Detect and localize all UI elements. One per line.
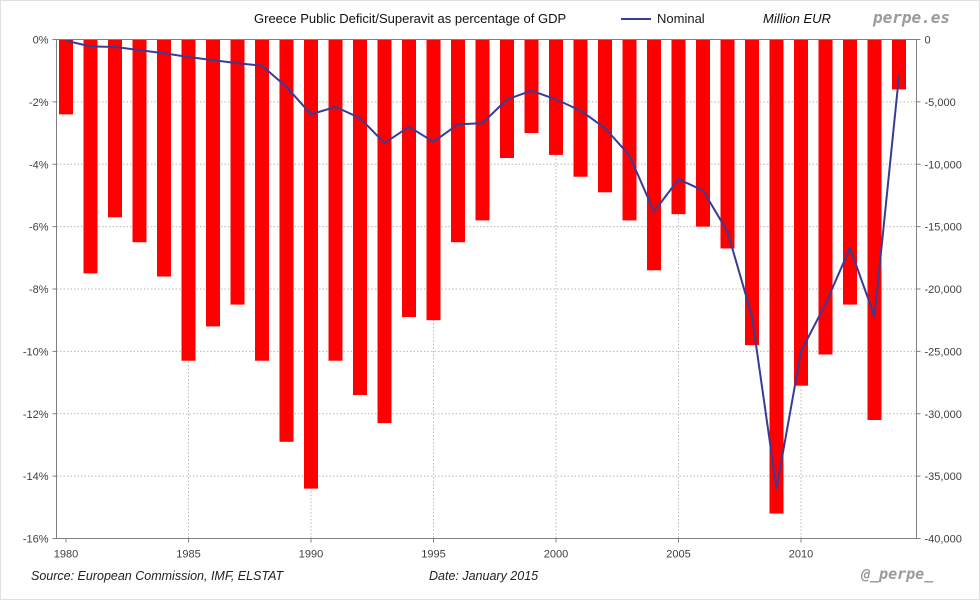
bar-2009 xyxy=(769,39,784,514)
bar-1993 xyxy=(377,39,392,424)
left-axis-label: -8% xyxy=(29,284,49,296)
right-axis-label: -5,000 xyxy=(925,97,956,109)
legend: Nominal xyxy=(621,11,705,26)
x-axis-label: 2010 xyxy=(789,549,813,561)
bar-1994 xyxy=(402,39,416,318)
bar-1992 xyxy=(353,39,367,396)
bar-2006 xyxy=(696,39,710,227)
left-axis-label: -6% xyxy=(29,222,49,234)
bar-1987 xyxy=(230,39,245,305)
right-axis-label: -10,000 xyxy=(925,159,962,171)
right-axis-label: -20,000 xyxy=(925,284,962,296)
right-axis-label: -35,000 xyxy=(925,471,962,483)
bar-1982 xyxy=(108,39,122,218)
bar-2004 xyxy=(647,39,661,271)
bar-2007 xyxy=(720,39,735,249)
left-axis-label: -12% xyxy=(23,409,49,421)
bar-1983 xyxy=(132,39,147,243)
bar-2008 xyxy=(745,39,759,346)
nominal-line xyxy=(65,39,900,490)
bar-1981 xyxy=(83,39,98,274)
bar-1985 xyxy=(181,39,196,361)
bar-1989 xyxy=(279,39,294,442)
right-axis-label: 0 xyxy=(925,35,931,47)
left-axis-label: 0% xyxy=(33,35,49,47)
legend-label-nominal: Nominal xyxy=(657,11,705,26)
right-axis-label: -15,000 xyxy=(925,222,962,234)
left-axis-label: -16% xyxy=(23,534,49,546)
x-axis-label: 1995 xyxy=(421,549,445,561)
nominal-line-swatch-icon xyxy=(621,17,651,20)
x-axis-label: 1985 xyxy=(176,549,200,561)
bar-1991 xyxy=(328,39,343,361)
x-axis-label: 2000 xyxy=(544,549,568,561)
bar-2005 xyxy=(671,39,686,215)
bar-2013 xyxy=(867,39,882,420)
x-axis-label: 2005 xyxy=(666,549,690,561)
source-note: Source: European Commission, IMF, ELSTAT xyxy=(31,569,284,583)
bar-1999 xyxy=(524,39,539,134)
bar-1996 xyxy=(451,39,465,243)
bar-2001 xyxy=(573,39,588,177)
left-axis-label: -2% xyxy=(29,97,49,109)
bar-2010 xyxy=(794,39,808,386)
bar-1986 xyxy=(206,39,220,327)
x-axis-label: 1980 xyxy=(54,549,78,561)
left-axis-label: -14% xyxy=(23,471,49,483)
bar-2002 xyxy=(598,39,612,193)
bar-2014 xyxy=(892,39,906,90)
bar-1984 xyxy=(157,39,171,277)
bar-1988 xyxy=(255,39,269,361)
left-axis-label: -10% xyxy=(23,346,49,358)
right-axis-label: -30,000 xyxy=(925,409,962,421)
right-axis-title: Million EUR xyxy=(763,11,831,26)
bar-1980 xyxy=(59,39,73,115)
bar-2003 xyxy=(622,39,637,221)
chart-title: Greece Public Deficit/Superavit as perce… xyxy=(254,11,567,26)
right-axis-label: -40,000 xyxy=(925,534,962,546)
bar-1995 xyxy=(426,39,441,321)
bar-2012 xyxy=(843,39,857,305)
right-axis-label: -25,000 xyxy=(925,346,962,358)
bar-2000 xyxy=(549,39,563,155)
bar-2011 xyxy=(818,39,833,355)
brand-link[interactable]: perpe.es xyxy=(873,8,951,27)
x-axis-label: 1990 xyxy=(299,549,323,561)
bar-1997 xyxy=(475,39,490,221)
left-axis-label: -4% xyxy=(29,159,49,171)
bar-1990 xyxy=(304,39,318,489)
twitter-handle-link[interactable]: @_perpe_ xyxy=(861,565,934,583)
date-note: Date: January 2015 xyxy=(429,569,539,583)
